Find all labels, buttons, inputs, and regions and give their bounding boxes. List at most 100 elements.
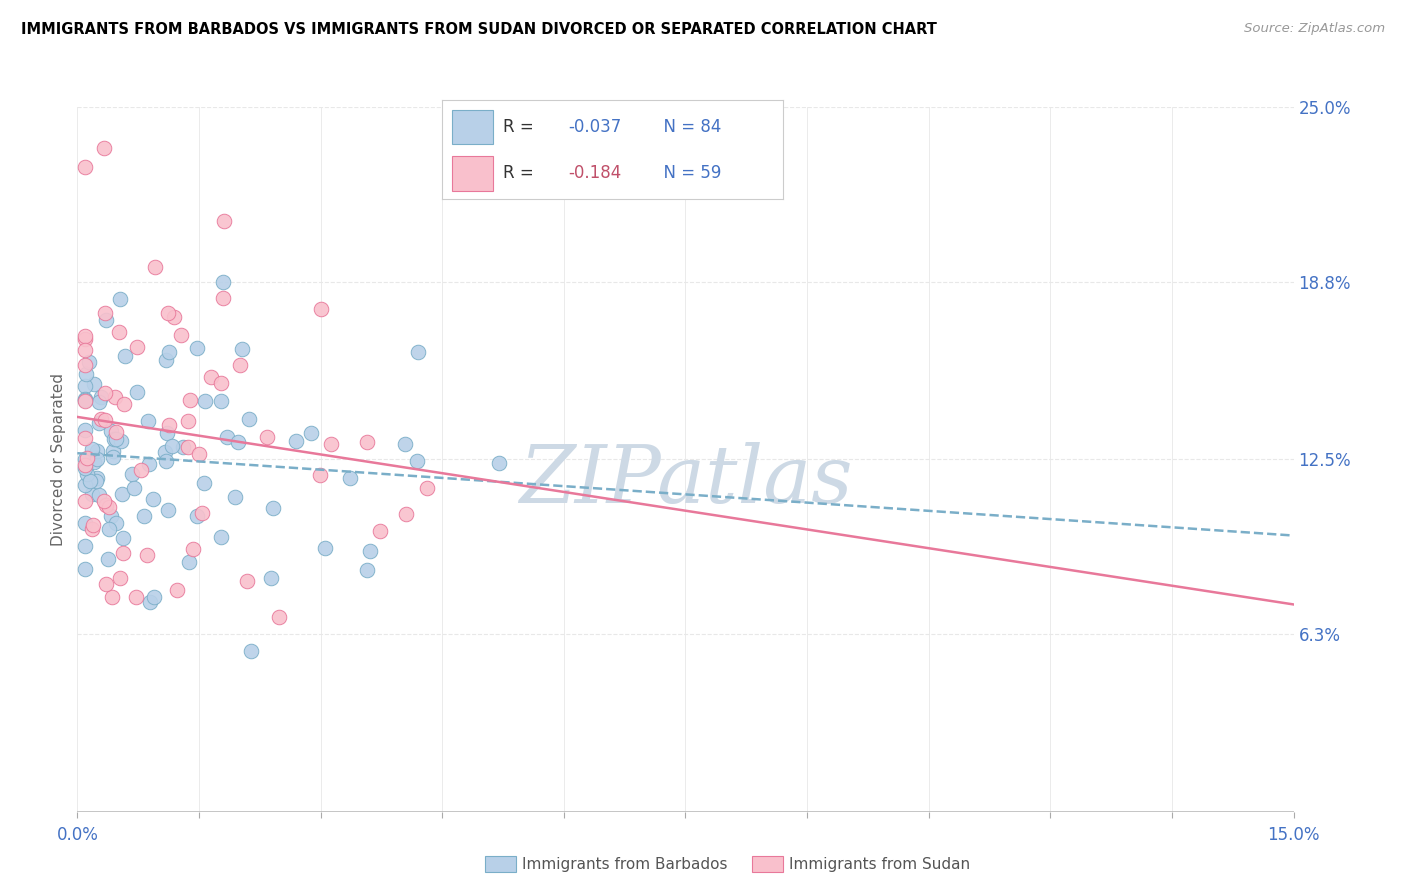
Point (90, 412, 112, 426)
Point (156, 425, 179, 440)
Point (200, 370, 222, 384)
Point (226, 434, 249, 449)
Point (406, 345, 429, 359)
Point (87, 416, 110, 430)
Point (93, 306, 115, 320)
Point (97, 500, 120, 515)
Point (181, 542, 204, 557)
Point (75, 367, 97, 381)
Point (101, 590, 124, 604)
Point (93, 386, 115, 401)
Point (101, 450, 124, 464)
Point (179, 393, 201, 408)
Point (157, 418, 180, 433)
Point (211, 275, 233, 289)
Point (80, 487, 103, 501)
Point (186, 509, 208, 524)
Point (112, 397, 135, 411)
Point (339, 471, 361, 485)
Point (93, 494, 115, 508)
Point (235, 574, 257, 588)
Point (191, 506, 214, 520)
Point (94, 412, 117, 426)
Point (75, 394, 97, 409)
Point (132, 509, 155, 524)
Point (138, 595, 160, 609)
Point (209, 530, 232, 544)
Point (75, 461, 97, 475)
Point (299, 426, 322, 441)
Point (238, 411, 260, 425)
Point (240, 644, 263, 658)
Point (75, 328, 97, 343)
Point (157, 344, 180, 359)
Point (76, 451, 98, 466)
Point (83, 376, 105, 391)
Point (93, 141, 115, 155)
Point (75, 160, 97, 174)
Point (359, 544, 381, 558)
Point (194, 393, 217, 408)
Point (416, 481, 439, 495)
Point (267, 609, 290, 624)
Point (125, 340, 148, 354)
Point (170, 328, 193, 343)
Point (155, 454, 177, 468)
Point (309, 467, 332, 482)
Point (79, 475, 101, 489)
Point (96, 313, 118, 327)
Point (75, 458, 97, 472)
Point (104, 425, 127, 440)
Point (142, 492, 165, 507)
Point (186, 341, 208, 355)
Point (103, 432, 125, 446)
Point (75, 392, 97, 407)
Y-axis label: Divorced or Separated: Divorced or Separated (51, 373, 66, 546)
Point (75, 452, 97, 467)
Point (83, 455, 105, 469)
Point (86, 443, 108, 458)
Point (193, 476, 215, 491)
Point (129, 463, 152, 477)
Point (212, 214, 235, 228)
Point (136, 414, 159, 428)
Point (86, 451, 108, 466)
Point (110, 571, 132, 585)
Point (122, 481, 145, 495)
Point (84, 474, 107, 488)
Point (211, 291, 233, 305)
Point (157, 502, 180, 516)
Point (75, 423, 97, 437)
Point (105, 432, 128, 446)
Point (76, 467, 98, 481)
Point (97, 551, 120, 566)
Point (187, 447, 209, 461)
Point (75, 562, 97, 576)
Point (488, 456, 510, 470)
Point (156, 306, 179, 320)
Point (368, 524, 391, 539)
Point (87, 395, 110, 409)
Point (262, 501, 284, 516)
Point (110, 434, 132, 448)
Point (98, 522, 121, 536)
Point (209, 376, 232, 390)
Point (314, 541, 336, 555)
Point (135, 549, 157, 563)
Text: ZIPatlas: ZIPatlas (519, 442, 852, 519)
Point (177, 414, 200, 428)
Point (79, 355, 101, 369)
Point (163, 310, 186, 324)
Point (172, 440, 194, 454)
Point (125, 384, 148, 399)
Point (209, 394, 232, 409)
Point (75, 343, 97, 358)
Point (111, 487, 134, 501)
Point (87, 488, 110, 502)
Point (162, 438, 184, 452)
Point (224, 490, 246, 504)
Point (100, 425, 122, 439)
Point (229, 358, 252, 372)
Text: IMMIGRANTS FROM BARBADOS VS IMMIGRANTS FROM SUDAN DIVORCED OR SEPARATED CORRELAT: IMMIGRANTS FROM BARBADOS VS IMMIGRANTS F… (21, 22, 936, 37)
Point (75, 516, 97, 530)
